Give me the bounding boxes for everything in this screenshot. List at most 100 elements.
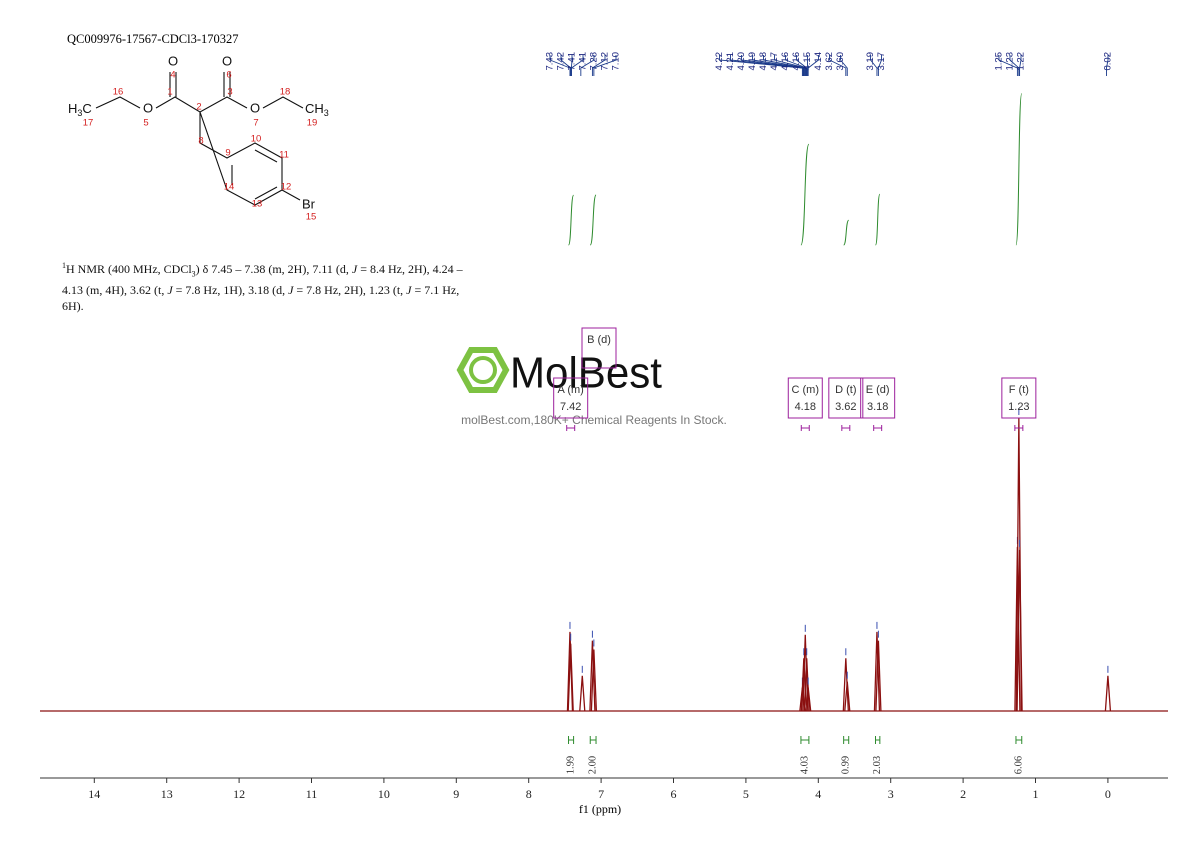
watermark-logo (469, 356, 497, 384)
atom-number: 10 (251, 134, 262, 145)
integral-curve (568, 194, 575, 246)
x-tick-label: 10 (378, 787, 390, 801)
integral-bracket (800, 736, 810, 744)
peak (579, 675, 586, 712)
peak-label: 7.42 (556, 52, 567, 71)
multiplet-label: D (t) (835, 384, 856, 396)
atom-number: 5 (143, 118, 148, 129)
peak-connector (560, 55, 572, 76)
x-tick-label: 14 (88, 787, 100, 801)
integral-label: 2.00 (588, 756, 599, 774)
atom-label: O (222, 53, 232, 68)
atom-label: Br (302, 196, 316, 211)
integral-label: 2.03 (872, 756, 883, 774)
integral-curve (1015, 93, 1023, 246)
atom-number: 14 (224, 182, 235, 193)
integral-curve (589, 194, 597, 246)
multiplet-label: B (d) (587, 334, 611, 346)
x-axis-label: f1 (ppm) (579, 802, 621, 816)
x-tick-label: 8 (526, 787, 532, 801)
bond (95, 72, 304, 206)
nmr-description: 1H NMR (400 MHz, CDCl3) δ 7.45 – 7.38 (m… (62, 258, 474, 314)
peak (589, 640, 596, 712)
peak (875, 640, 882, 712)
integral-bracket (589, 736, 597, 744)
peak-connector (730, 55, 804, 76)
peak (802, 634, 809, 712)
peak-label: 4.21 (725, 52, 736, 71)
peak-label: 4.18 (758, 52, 769, 71)
peak (1104, 675, 1112, 712)
peak-label: 7.41 (578, 52, 589, 71)
peak-connector (570, 55, 584, 76)
multiplet-marker (841, 425, 851, 431)
peak-label: 7.10 (611, 52, 622, 71)
peak (844, 681, 851, 712)
peak-connector (752, 55, 805, 76)
peak (842, 658, 849, 712)
integral-bracket (1015, 736, 1023, 744)
peak-label: 7.43 (545, 52, 556, 71)
description-part: = 8.4 Hz, 2H), 4.24 – 4.13 (m, 4H), 3.62… (62, 262, 463, 298)
peak-connector (741, 55, 805, 76)
multiplet-marker (1014, 425, 1024, 431)
multiplet-shift: 4.18 (795, 401, 816, 413)
description-part: 3 (191, 269, 196, 279)
peak-label: 3.17 (876, 52, 887, 71)
description-part: ) δ 7.45 – 7.38 (m, 2H), 7.11 (d, (195, 262, 352, 276)
peak-connector (1019, 55, 1022, 76)
integral-label: 6.06 (1013, 756, 1024, 774)
peak-connector (998, 55, 1018, 76)
integral-bracket (875, 736, 881, 744)
atom-number: 9 (225, 148, 230, 159)
peak-connector (807, 55, 819, 76)
atom-label: CH3 (305, 101, 329, 118)
multiplet-label: E (d) (866, 384, 890, 396)
peak-connector (591, 55, 606, 76)
peak-connector (870, 55, 878, 76)
atom-number: 1 (167, 87, 172, 98)
peak-label: 1.25 (994, 52, 1005, 71)
description-part: J (167, 283, 173, 298)
peak-label: 4.14 (813, 52, 824, 71)
multiplet-label: A (m) (558, 384, 584, 396)
multiplet-box (787, 377, 823, 419)
atom-number: 11 (279, 150, 289, 161)
peak-connector (829, 55, 847, 76)
description-part: 1 (62, 261, 66, 270)
x-tick-label: 11 (306, 787, 318, 801)
x-tick-label: 12 (233, 787, 245, 801)
watermark-logo (456, 347, 510, 393)
x-tick-label: 3 (888, 787, 894, 801)
peak-label: 7.28 (589, 52, 600, 71)
peak-connector (774, 55, 807, 76)
peak-connector (877, 55, 882, 76)
peak-label: 4.16 (780, 52, 791, 71)
description-part: J (406, 283, 412, 298)
peak-connector (1009, 55, 1020, 76)
peak (873, 631, 881, 712)
x-tick-label: 5 (743, 787, 749, 801)
description-part: J (351, 262, 358, 276)
multiplet-box (828, 377, 864, 419)
x-tick-label: 2 (960, 787, 966, 801)
peak-label: 4.20 (736, 52, 747, 71)
multiplet-box (860, 377, 896, 419)
multiplet-shift: 7.42 (560, 401, 581, 413)
peak-connector (549, 55, 571, 76)
atom-number: 18 (280, 87, 291, 98)
peak (1016, 549, 1023, 712)
atom-number: 15 (306, 212, 317, 223)
atom-label: O (250, 100, 260, 115)
atom-number: 17 (83, 118, 94, 129)
integral-label: 1.99 (565, 756, 576, 774)
multiplet-box (1001, 377, 1037, 419)
x-tick-label: 1 (1033, 787, 1039, 801)
multiplet-shift: 1.23 (1008, 401, 1029, 413)
atom-number: 4 (170, 70, 175, 81)
atom-number: 16 (113, 87, 124, 98)
x-tick-label: 0 (1105, 787, 1111, 801)
atom-label: H3C (68, 101, 92, 118)
atom-number: 6 (226, 70, 231, 81)
